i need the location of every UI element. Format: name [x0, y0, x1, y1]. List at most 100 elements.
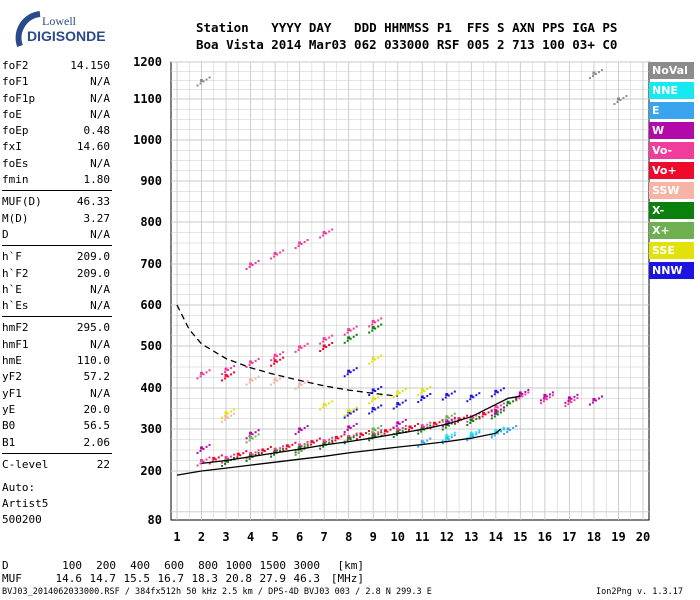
data-point — [420, 424, 424, 428]
data-point-echo — [545, 395, 548, 398]
data-point — [383, 429, 387, 433]
data-point-echo — [279, 377, 282, 380]
data-point-echo — [352, 424, 355, 427]
data-point-echo — [349, 436, 352, 439]
data-point — [310, 440, 314, 444]
param-row: fxI 14.60 — [2, 139, 174, 155]
data-point-echo — [472, 435, 475, 438]
data-point-echo — [506, 404, 509, 407]
data-point-echo — [435, 423, 438, 426]
data-point — [273, 450, 277, 454]
data-point-echo — [285, 447, 288, 450]
data-point-echo — [199, 375, 202, 378]
row-value: 800 — [198, 559, 218, 572]
legend-item-x-: X+ — [649, 222, 694, 239]
data-point-echo — [199, 82, 202, 85]
data-point-echo — [211, 460, 214, 463]
param-value: N/A — [90, 107, 110, 121]
param-row: h`F2 209.0 — [2, 266, 174, 282]
data-point-echo — [279, 449, 282, 452]
data-point — [371, 326, 375, 330]
data-point-echo — [377, 319, 380, 322]
param-row: yF1 N/A — [2, 386, 174, 402]
data-point-echo — [392, 433, 395, 435]
data-point-echo — [196, 464, 199, 467]
data-point-echo — [282, 356, 285, 359]
data-point-echo — [343, 416, 346, 419]
header-line-1: Station YYYY DAY DDD HHMMSS P1 FFS S AXN… — [196, 20, 618, 35]
data-point-echo — [349, 426, 352, 429]
data-point-echo — [377, 356, 380, 359]
data-point-echo — [355, 367, 358, 370]
data-point-echo — [303, 344, 306, 347]
data-point-echo — [371, 435, 374, 438]
param-value: 209.0 — [76, 250, 110, 264]
data-point-echo — [364, 432, 367, 435]
data-point-echo — [221, 416, 224, 419]
data-point-echo — [374, 408, 377, 411]
param-name: h`Es — [2, 299, 29, 313]
data-point-echo — [374, 429, 377, 431]
data-point-echo — [221, 464, 224, 467]
data-point-echo — [224, 414, 227, 417]
data-point-echo — [380, 404, 383, 407]
data-point-echo — [279, 447, 282, 450]
row-value: 27.9 — [259, 572, 287, 585]
data-point-echo — [441, 425, 444, 428]
data-point-echo — [279, 353, 282, 356]
data-point-echo — [417, 401, 420, 404]
data-point-echo — [469, 437, 472, 440]
data-point-echo — [245, 365, 248, 368]
data-point — [420, 395, 424, 399]
data-point-echo — [548, 393, 551, 396]
param-row: B0 56.5 — [2, 418, 174, 434]
data-point — [494, 411, 498, 415]
data-point-echo — [591, 75, 594, 78]
data-point — [494, 409, 498, 413]
data-point-echo — [380, 386, 383, 389]
data-point-echo — [499, 404, 502, 407]
data-point — [273, 447, 277, 451]
data-point-echo — [503, 406, 506, 409]
data-point-echo — [294, 451, 297, 454]
data-point-echo — [300, 447, 303, 450]
param-value: 14.150 — [70, 59, 110, 72]
data-point-echo — [196, 84, 199, 87]
data-point-echo — [273, 453, 276, 456]
data-point — [298, 445, 302, 449]
data-point-echo — [551, 391, 554, 394]
data-point-echo — [417, 394, 420, 397]
x-tick-label: 12 — [440, 530, 454, 544]
param-name: foF1p — [2, 91, 36, 105]
param-name: foEp — [2, 124, 29, 138]
data-point-echo — [475, 433, 478, 436]
data-point — [273, 359, 277, 363]
data-point-echo — [398, 431, 401, 434]
data-point-echo — [346, 428, 349, 431]
data-point-echo — [257, 454, 260, 456]
data-point — [371, 357, 375, 361]
data-point — [506, 400, 510, 404]
data-point — [445, 393, 449, 397]
data-point-echo — [490, 436, 493, 439]
data-point-echo — [512, 427, 515, 429]
data-point-echo — [276, 355, 279, 358]
data-point-echo — [380, 323, 383, 326]
data-point — [482, 411, 486, 415]
row-value: 600 — [164, 559, 184, 572]
data-point — [420, 427, 424, 431]
data-point-echo — [343, 414, 346, 417]
data-point-echo — [423, 397, 426, 400]
data-point-echo — [429, 427, 432, 430]
data-point — [371, 319, 375, 323]
data-point-echo — [392, 435, 395, 438]
data-point-echo — [450, 433, 453, 436]
data-point-echo — [276, 360, 279, 363]
data-point-echo — [401, 427, 404, 429]
data-point-echo — [205, 458, 208, 461]
data-point-echo — [352, 335, 355, 338]
data-point-echo — [245, 268, 248, 270]
data-point-echo — [441, 424, 444, 427]
param-name: yF1 — [2, 386, 22, 400]
x-tick-label: 13 — [464, 530, 478, 544]
